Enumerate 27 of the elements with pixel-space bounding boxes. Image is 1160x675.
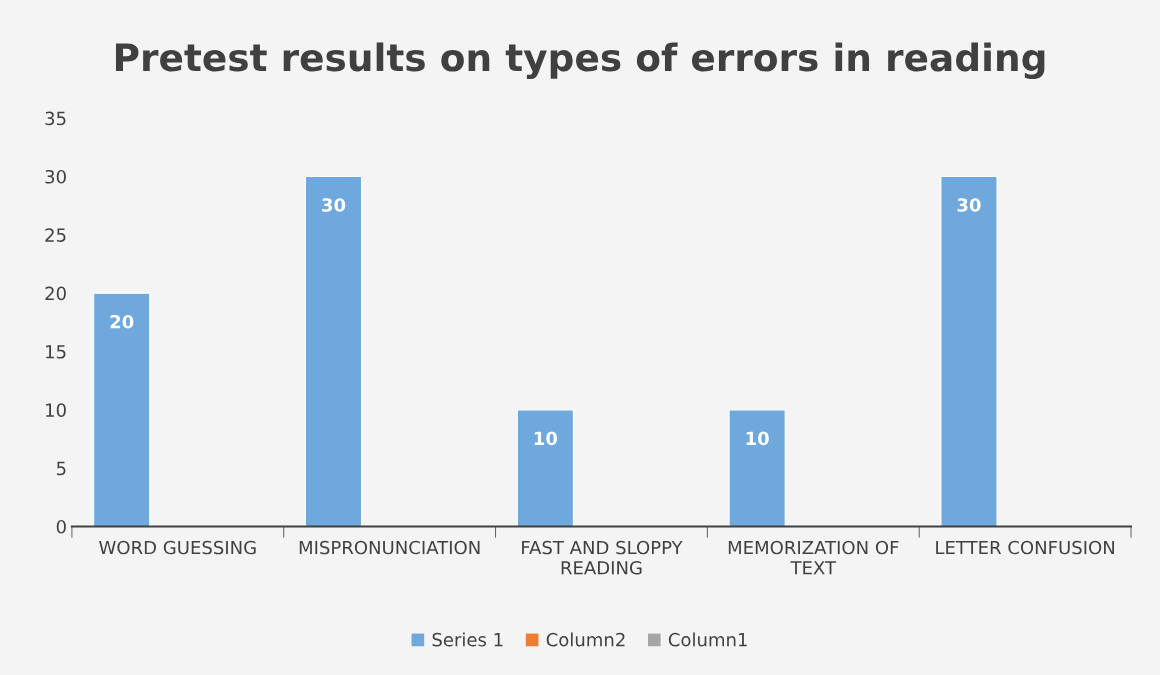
- data-label: 20: [110, 314, 134, 329]
- y-tick-label: 25: [45, 228, 66, 242]
- x-tick-label: FAST AND SLOPPY READING: [522, 540, 683, 575]
- bar: [93, 292, 151, 527]
- data-label: 10: [746, 431, 769, 446]
- y-tick-label: 0: [56, 519, 66, 534]
- chart-title: Pretest results on types of errors in reading: [115, 42, 1045, 80]
- y-tick-label: 15: [46, 345, 66, 359]
- x-tick-label: MISPRONUNCIATION: [299, 540, 480, 555]
- bar: [940, 175, 998, 527]
- x-tick-label: MEMORIZATION OF TEXT: [728, 540, 899, 575]
- legend-label: Column2: [546, 632, 625, 647]
- bar: [304, 175, 363, 527]
- data-label: 30: [322, 198, 346, 212]
- x-tick-label: LETTER CONFUSION: [936, 540, 1114, 555]
- legend-label: Series 1: [432, 632, 503, 647]
- legend-label: Column1: [668, 632, 747, 647]
- data-label: 10: [534, 431, 558, 446]
- bar: [728, 409, 786, 527]
- bar: [516, 409, 574, 527]
- y-tick-label: 35: [45, 111, 66, 126]
- y-tick-label: 30: [45, 169, 66, 184]
- x-tick-label: WORD GUESSING: [99, 540, 256, 555]
- y-tick-label: 20: [45, 286, 66, 301]
- y-tick-label: 5: [56, 461, 66, 476]
- data-label: 30: [957, 198, 981, 212]
- y-tick-label: 10: [46, 403, 66, 417]
